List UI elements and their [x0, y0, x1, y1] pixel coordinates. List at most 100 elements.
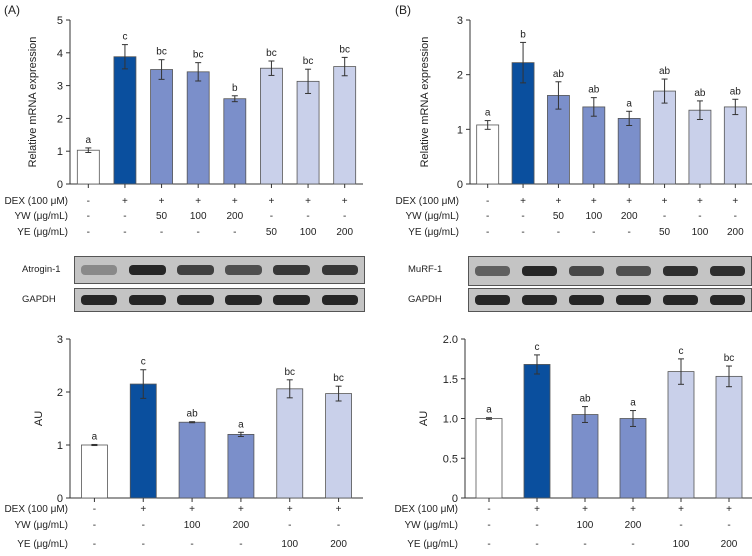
chart-A-mrna-condition-value: 50 [266, 227, 278, 238]
chart-B-au-condition-value: - [631, 539, 634, 550]
chart-A-mrna-y-tick-label: 5 [57, 15, 63, 27]
chart-A-mrna-condition-label: DEX (100 μM) [4, 196, 68, 207]
chart-B-mrna-condition-value: + [520, 196, 526, 207]
chart-B-au-bar [667, 371, 695, 499]
chart-A-au-y-tick-label: 2 [57, 387, 63, 399]
blot-band-atrogin [128, 265, 166, 275]
blot-band-gapdh [615, 295, 652, 305]
chart-B-mrna-condition-value: - [698, 211, 701, 222]
chart-B-au-condition-label: YW (μg/mL) [404, 520, 458, 531]
chart-B-mrna-significance-letter: ab [553, 69, 565, 80]
chart-B-mrna-condition-value: + [697, 196, 703, 207]
chart-B-au-condition-value: + [630, 504, 636, 515]
chart-A-mrna-bar [260, 67, 283, 185]
chart-A-mrna-condition-value: + [342, 196, 348, 207]
chart-A-au-condition-value: - [142, 539, 145, 550]
chart-A-mrna-condition-value: - [343, 211, 346, 222]
chart-B-au-bar [715, 375, 743, 499]
blot-band-murf [568, 266, 605, 276]
chart-B-mrna-condition-value: + [591, 196, 597, 207]
chart-B-mrna-bar [723, 106, 747, 185]
chart-B-mrna-condition-value: 50 [553, 211, 565, 222]
chart-A-au-significance-letter: a [92, 431, 98, 442]
chart-B-au-condition-value: - [535, 520, 538, 531]
chart-B-mrna-condition-value: - [486, 227, 489, 238]
chart-B-mrna-y-tick-label: 2 [457, 70, 463, 82]
panel-label-B: (B) [395, 3, 411, 17]
blot-band-atrogin [80, 265, 118, 275]
blot-band-murf [474, 266, 511, 276]
chart-A-au-bar [81, 444, 108, 499]
chart-A-mrna-y-tick-label: 4 [57, 48, 63, 60]
chart-B-au-condition-value: 100 [673, 539, 690, 550]
chart-A-mrna-condition-value: + [159, 196, 165, 207]
chart-A-mrna-significance-letter: b [232, 83, 238, 94]
chart-A-mrna-condition-value: 100 [190, 211, 207, 222]
chart-A-mrna-bar [186, 71, 210, 185]
chart-A-au-condition-value: - [288, 520, 291, 531]
chart-B-au-condition-value: 100 [577, 520, 594, 531]
chart-A-mrna-condition-value: 50 [156, 211, 168, 222]
chart-B-mrna-condition-label: DEX (100 μM) [395, 196, 459, 207]
chart-B-au-bar [619, 418, 647, 499]
chart-B-au-condition-value: + [726, 504, 732, 515]
panel-label-A: (A) [4, 3, 20, 17]
chart-B-au-condition-label: YE (μg/mL) [407, 539, 458, 550]
chart-A-au-condition-value: + [336, 504, 342, 515]
chart-B-mrna-condition-value: - [592, 227, 595, 238]
chart-B-au-condition-label: DEX (100 μM) [394, 504, 458, 515]
chart-A-mrna-significance-letter: bc [266, 48, 277, 59]
chart-A-mrna-condition-value: + [195, 196, 201, 207]
chart-A-mrna-significance-letter: bc [339, 44, 350, 55]
blot-gapdh-a [74, 288, 365, 312]
chart-B-au-condition-value: - [487, 520, 490, 531]
chart-A-mrna-condition-value: - [123, 211, 126, 222]
chart-B-mrna-condition-value: - [628, 227, 631, 238]
chart-A-au-condition-value: + [287, 504, 293, 515]
blot-band-gapdh [80, 295, 118, 305]
chart-A-mrna-condition-value: - [197, 227, 200, 238]
chart-B-au-condition-value: + [678, 504, 684, 515]
chart-A-mrna-significance-letter: bc [303, 56, 314, 67]
chart-A-au-condition-value: 200 [233, 520, 250, 531]
chart-A-au-condition-value: + [189, 504, 195, 515]
chart-B-au-significance-letter: a [486, 405, 492, 416]
chart-A-mrna-significance-letter: bc [156, 47, 167, 58]
blot-murf [468, 256, 752, 286]
blot-band-murf [521, 266, 558, 276]
chart-A-au-bar [325, 393, 352, 499]
chart-B-au-condition-value: 200 [721, 539, 738, 550]
chart-A-au-condition-value: - [142, 520, 145, 531]
blot-band-gapdh [128, 295, 166, 305]
chart-B-mrna-condition-value: + [662, 196, 668, 207]
chart-B-mrna-significance-letter: b [520, 29, 526, 40]
blot-label-gapdh-a: GAPDH [22, 294, 56, 305]
chart-B-mrna-significance-letter: ab [694, 88, 706, 99]
chart-A-au-condition-value: - [93, 504, 96, 515]
chart-B-mrna-y-tick-label: 1 [457, 124, 463, 136]
blot-label-atrogin: Atrogin-1 [22, 264, 61, 275]
chart-B-au-significance-letter: a [630, 398, 636, 409]
blot-band-gapdh [177, 295, 214, 305]
blot-band-gapdh [225, 295, 262, 305]
chart-B-mrna-condition-value: - [557, 227, 560, 238]
chart-A-mrna-significance-letter: c [122, 32, 127, 43]
chart-A-mrna-condition-value: - [123, 227, 126, 238]
blot-band-atrogin [225, 265, 262, 275]
chart-A-au-significance-letter: bc [284, 367, 295, 378]
chart-B-mrna-y-tick-label: 3 [457, 15, 463, 27]
chart-B-au-condition-value: + [582, 504, 588, 515]
chart-B-mrna-condition-value: - [521, 211, 524, 222]
chart-A-au-y-tick-label: 1 [57, 440, 63, 452]
chart-B-mrna-condition-value: - [663, 211, 666, 222]
chart-A-au-condition-value: - [239, 539, 242, 550]
chart-A-mrna-bar [296, 80, 320, 185]
chart-B-mrna-significance-letter: a [626, 98, 632, 109]
chart-B-mrna-significance-letter: ab [659, 66, 671, 77]
chart-A-au-condition-value: - [337, 520, 340, 531]
chart-B-mrna-bar [476, 124, 500, 185]
chart-A-au-y-tick-label: 0 [57, 493, 63, 505]
chart-A-mrna-condition-value: - [87, 227, 90, 238]
